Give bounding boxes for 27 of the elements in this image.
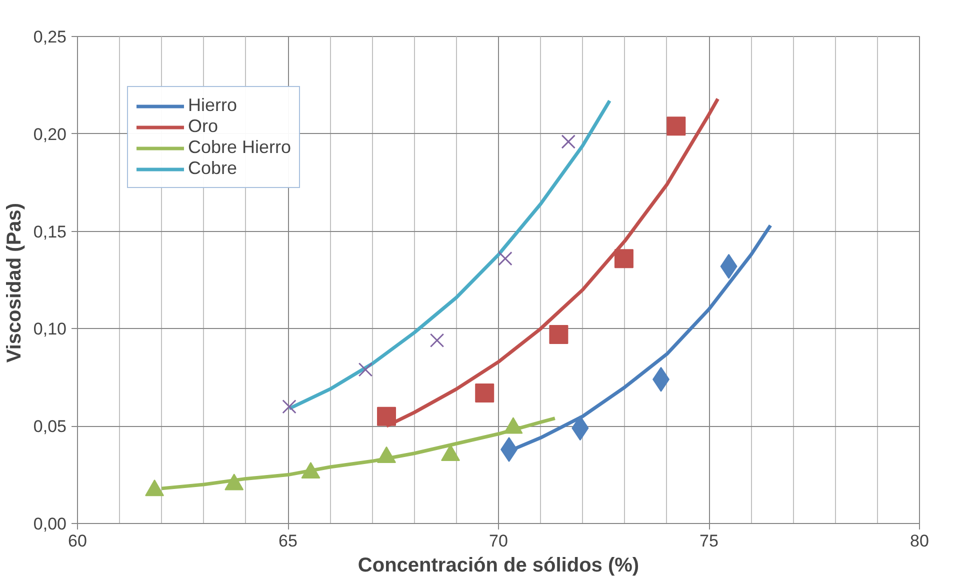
legend-label: Cobre <box>188 158 238 179</box>
point <box>666 116 686 136</box>
point <box>282 400 296 414</box>
point <box>498 251 512 266</box>
legend-label: Cobre Hierro <box>188 137 292 158</box>
legend-label: Hierro <box>188 95 238 116</box>
x-tick-label: 70 <box>489 532 508 550</box>
point <box>377 406 396 426</box>
point <box>358 362 373 377</box>
y-tick-label: 0,15 <box>33 222 67 242</box>
x-axis-title: Concentración de sólidos (%) <box>358 554 640 576</box>
y-tick-label: 0,20 <box>33 124 67 144</box>
x-tick-label: 60 <box>68 532 87 550</box>
point <box>549 325 568 344</box>
point <box>430 333 444 348</box>
y-tick-label: 0,00 <box>33 514 67 534</box>
y-tick-label: 0,25 <box>33 28 67 46</box>
x-tick-label: 75 <box>700 532 718 550</box>
y-axis-title: Viscosidad (Pas) <box>3 202 26 363</box>
point <box>614 249 634 268</box>
point <box>561 134 576 149</box>
y-tick-label: 0,10 <box>33 320 67 339</box>
x-tick-label: 65 <box>278 532 298 550</box>
x-tick-label: 80 <box>910 532 929 550</box>
legend-label: Oro <box>188 116 218 137</box>
y-tick-label: 0,05 <box>33 417 67 436</box>
point <box>475 383 494 402</box>
